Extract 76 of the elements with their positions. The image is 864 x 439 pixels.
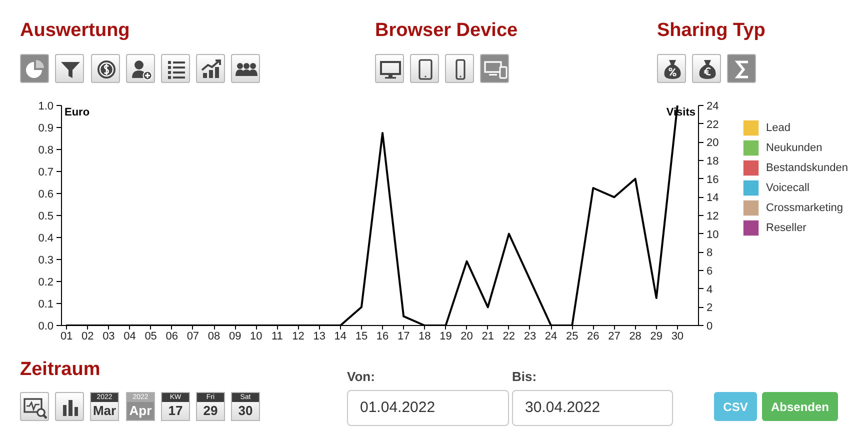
text: 29 (202, 402, 219, 420)
y-tick-label: 0.2 (38, 276, 54, 288)
x-tick-label: 16 (376, 330, 389, 342)
y2-tick-label: 8 (706, 247, 713, 260)
y2-tick-label: 20 (706, 137, 719, 150)
y2-tick-label: 2 (706, 302, 713, 314)
x-tick-label: 05 (144, 330, 157, 342)
y-tick-label: 0.5 (38, 210, 54, 222)
y-tick-label: 0.1 (38, 298, 54, 310)
y-tick-label: 0.7 (38, 166, 54, 178)
y2-tick-label: 4 (706, 284, 713, 296)
y-tick-label: 0.4 (38, 232, 54, 244)
legend-label: Voicecall (766, 180, 810, 196)
x-tick-label: 23 (524, 330, 536, 342)
x-tick-label: 08 (208, 330, 220, 342)
text: Absenden (762, 392, 838, 421)
text: Mar (92, 402, 118, 420)
x-tick-label: 25 (566, 330, 578, 342)
text: Apr (128, 402, 153, 420)
x-tick-label: 29 (650, 330, 663, 342)
y-tick-label: 0.0 (38, 320, 54, 332)
x-tick-label: 20 (460, 330, 473, 342)
text: 30 (237, 402, 254, 420)
legend-label: Lead (766, 120, 790, 136)
text: Auswertung (20, 20, 130, 42)
x-tick-label: 28 (629, 330, 642, 342)
text: 30.04.2022 (512, 390, 673, 426)
x-tick-label: 21 (482, 330, 494, 342)
x-tick-label: 12 (292, 330, 304, 342)
x-tick-label: 10 (250, 330, 262, 342)
legend-label: Bestandskunden (766, 160, 848, 176)
x-tick-label: 11 (271, 330, 283, 342)
x-tick-label: 09 (228, 330, 242, 342)
y-tick-label: 0.6 (38, 188, 54, 200)
x-tick-label: 18 (418, 330, 431, 342)
y2-tick-label: 12 (706, 210, 719, 222)
x-tick-label: 17 (397, 330, 410, 342)
x-tick-label: 01 (60, 330, 73, 342)
legend-label: Neukunden (766, 140, 822, 156)
y2-tick-label: 10 (706, 228, 719, 241)
x-tick-label: 03 (102, 330, 115, 342)
y2-tick-label: 24 (706, 100, 719, 112)
x-tick-label: 07 (186, 330, 200, 342)
text: Sharing Typ (657, 20, 766, 42)
y2-tick-label: 22 (706, 118, 719, 131)
x-tick-label: 24 (544, 330, 558, 342)
text: Von: (347, 368, 375, 386)
x-tick-label: 04 (124, 330, 136, 342)
text: CSV (714, 392, 757, 421)
x-tick-label: 27 (608, 330, 620, 342)
text: 01.04.2022 (347, 390, 509, 426)
y2-tick-label: 14 (706, 192, 719, 204)
y-tick-label: 0.3 (38, 254, 54, 266)
y2-tick-label: 6 (706, 266, 713, 278)
y-tick-label: 1.0 (38, 100, 54, 112)
x-tick-label: 13 (313, 330, 326, 342)
x-tick-label: 06 (166, 330, 178, 342)
text: Browser Device (375, 20, 518, 42)
y-tick-label: 0.8 (38, 144, 54, 156)
legend-label: Crossmarketing (766, 200, 844, 216)
y2-tick-label: 18 (706, 156, 719, 168)
x-tick-label: 19 (440, 330, 452, 342)
y2-tick-label: 0 (706, 320, 713, 332)
y-tick-label: 0.9 (38, 122, 54, 134)
x-tick-label: 15 (355, 330, 368, 342)
x-tick-label: 26 (587, 330, 600, 342)
text: Bis: (512, 368, 537, 386)
legend-label: Reseller (766, 220, 806, 236)
text: 17 (167, 402, 184, 420)
x-tick-label: 30 (671, 330, 684, 342)
y-axis-title: Euro (64, 106, 90, 118)
text: Zeitraum (20, 359, 100, 381)
x-tick-label: 02 (82, 330, 94, 342)
x-tick-label: 14 (334, 330, 347, 342)
x-tick-label: 22 (502, 330, 516, 342)
y2-tick-label: 16 (706, 174, 719, 186)
